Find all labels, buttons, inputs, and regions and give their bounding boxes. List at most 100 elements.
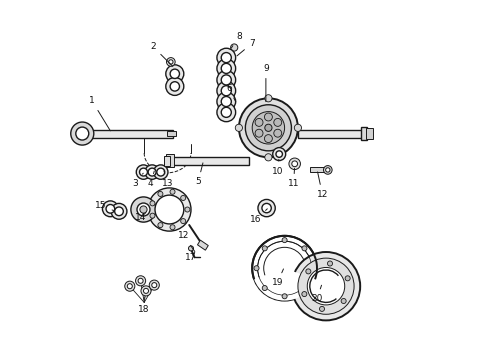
Text: 12: 12 <box>178 231 195 252</box>
Circle shape <box>170 189 175 194</box>
Circle shape <box>181 195 186 201</box>
Circle shape <box>125 281 135 291</box>
Circle shape <box>294 124 301 131</box>
Text: 10: 10 <box>271 159 283 176</box>
Polygon shape <box>197 240 208 250</box>
Circle shape <box>217 103 236 122</box>
Circle shape <box>302 246 307 251</box>
Circle shape <box>140 206 147 213</box>
Circle shape <box>102 201 118 217</box>
Circle shape <box>264 247 305 289</box>
Circle shape <box>217 71 236 89</box>
Text: 18: 18 <box>139 297 150 314</box>
Circle shape <box>217 81 236 100</box>
Bar <box>298 130 365 138</box>
Circle shape <box>306 269 311 274</box>
Bar <box>164 156 171 166</box>
Circle shape <box>302 292 307 297</box>
Text: 16: 16 <box>250 209 268 224</box>
Wedge shape <box>254 268 315 301</box>
Circle shape <box>106 204 115 213</box>
Circle shape <box>262 246 267 251</box>
Circle shape <box>150 213 155 218</box>
Circle shape <box>138 278 143 283</box>
Circle shape <box>345 276 350 281</box>
Circle shape <box>274 118 282 126</box>
Circle shape <box>231 44 238 51</box>
Bar <box>85 130 173 138</box>
Text: 12: 12 <box>317 172 328 199</box>
Circle shape <box>170 225 175 230</box>
Circle shape <box>265 124 272 131</box>
Circle shape <box>298 258 354 314</box>
Text: 8: 8 <box>231 32 242 48</box>
Circle shape <box>265 95 272 102</box>
Circle shape <box>289 158 300 170</box>
Circle shape <box>254 266 259 271</box>
Circle shape <box>150 201 155 206</box>
Text: 13: 13 <box>162 171 173 188</box>
Circle shape <box>276 151 282 157</box>
Circle shape <box>245 105 292 151</box>
Circle shape <box>221 96 231 107</box>
Circle shape <box>323 166 332 174</box>
Circle shape <box>140 168 147 176</box>
Circle shape <box>217 59 236 78</box>
Circle shape <box>76 127 89 140</box>
Circle shape <box>158 222 163 228</box>
Circle shape <box>158 192 163 197</box>
Circle shape <box>265 113 272 121</box>
Circle shape <box>292 161 297 167</box>
Circle shape <box>255 129 263 137</box>
Circle shape <box>262 203 271 213</box>
Circle shape <box>153 165 168 179</box>
Circle shape <box>221 86 231 96</box>
Circle shape <box>255 118 263 126</box>
Circle shape <box>341 298 346 303</box>
Text: 1: 1 <box>89 96 110 131</box>
Circle shape <box>166 77 184 95</box>
Circle shape <box>265 135 272 143</box>
Circle shape <box>319 306 324 311</box>
Text: 5: 5 <box>196 163 203 186</box>
Circle shape <box>152 283 157 288</box>
Circle shape <box>221 75 231 85</box>
Circle shape <box>189 246 194 251</box>
Circle shape <box>157 168 165 176</box>
Circle shape <box>282 294 287 299</box>
Bar <box>170 157 249 165</box>
Circle shape <box>149 280 159 290</box>
Text: 14: 14 <box>135 212 147 222</box>
Circle shape <box>221 107 231 117</box>
Text: 7: 7 <box>237 39 255 56</box>
Circle shape <box>217 92 236 111</box>
Circle shape <box>115 207 123 216</box>
Circle shape <box>235 124 243 131</box>
Circle shape <box>148 188 191 231</box>
Circle shape <box>111 203 127 219</box>
Circle shape <box>307 267 345 305</box>
Text: 11: 11 <box>288 168 299 188</box>
Circle shape <box>137 203 150 216</box>
Bar <box>310 167 327 172</box>
Circle shape <box>155 195 184 224</box>
Circle shape <box>274 129 282 137</box>
Circle shape <box>136 165 151 179</box>
Circle shape <box>258 241 312 295</box>
Circle shape <box>217 48 236 67</box>
Text: 19: 19 <box>271 269 284 287</box>
Text: 2: 2 <box>150 42 173 67</box>
Circle shape <box>136 276 146 286</box>
Text: 20: 20 <box>311 285 323 303</box>
Circle shape <box>326 168 330 172</box>
Circle shape <box>170 69 179 78</box>
Circle shape <box>181 219 186 224</box>
Text: 9: 9 <box>263 64 269 102</box>
Circle shape <box>148 168 156 176</box>
Circle shape <box>145 165 159 179</box>
Circle shape <box>292 252 360 320</box>
Circle shape <box>131 197 156 222</box>
Text: 17: 17 <box>185 252 197 262</box>
Text: 4: 4 <box>148 171 154 188</box>
Circle shape <box>169 60 173 64</box>
